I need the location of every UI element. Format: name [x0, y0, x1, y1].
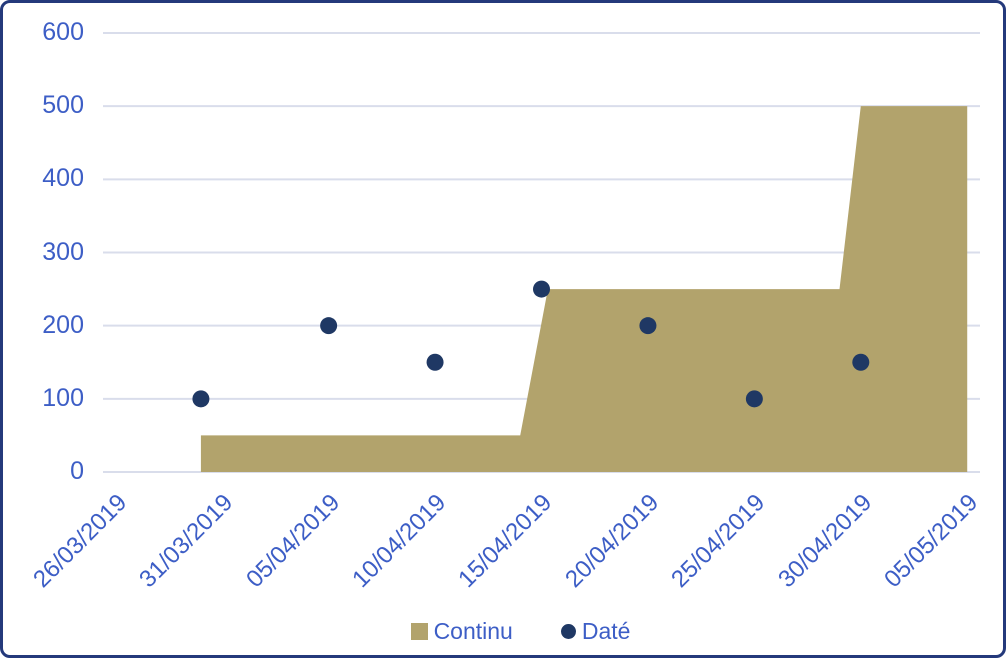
legend-label-continu: Continu — [433, 617, 513, 644]
legend-item-date[interactable]: Daté — [560, 617, 631, 644]
scatter-point[interactable] — [639, 317, 657, 335]
scatter-point[interactable] — [192, 390, 210, 408]
legend-label-date: Daté — [581, 617, 631, 644]
legend-date-swatch-icon — [560, 623, 576, 639]
scatter-point[interactable] — [745, 390, 763, 408]
chart-canvas — [103, 32, 980, 473]
scatter-point[interactable] — [426, 353, 444, 371]
scatter-point[interactable] — [852, 353, 870, 371]
scatter-point[interactable] — [533, 280, 550, 298]
legend-item-continu[interactable]: Continu — [410, 617, 513, 644]
legend: Continu Daté — [3, 615, 1003, 647]
legend-continu-swatch-icon — [410, 622, 428, 640]
area-series-continu[interactable] — [200, 106, 968, 473]
scatter-point[interactable] — [320, 317, 338, 335]
